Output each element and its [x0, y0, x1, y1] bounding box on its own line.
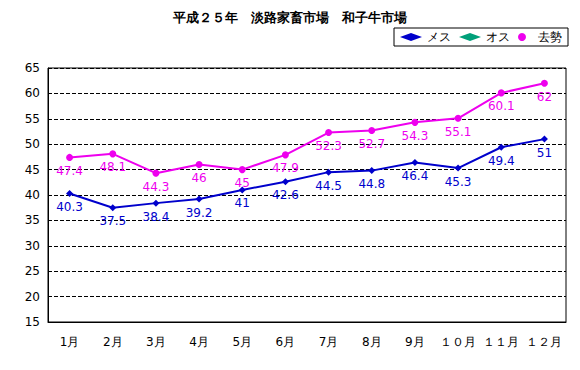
svg-text:メス: メス — [427, 30, 451, 44]
svg-text:41: 41 — [235, 196, 250, 210]
svg-text:１０月: １０月 — [440, 335, 476, 349]
svg-text:38.4: 38.4 — [143, 210, 170, 224]
svg-text:45: 45 — [235, 176, 250, 190]
svg-text:47.4: 47.4 — [56, 164, 83, 178]
svg-text:52.3: 52.3 — [315, 139, 342, 153]
svg-text:55.1: 55.1 — [445, 125, 472, 139]
svg-text:46: 46 — [191, 171, 206, 185]
svg-text:6月: 6月 — [276, 335, 296, 349]
svg-text:52.7: 52.7 — [358, 137, 385, 151]
svg-text:25: 25 — [25, 264, 40, 278]
svg-text:44.8: 44.8 — [358, 177, 385, 191]
svg-text:7月: 7月 — [319, 335, 339, 349]
svg-text:50: 50 — [25, 137, 40, 151]
svg-text:4月: 4月 — [189, 335, 209, 349]
svg-text:48.1: 48.1 — [99, 160, 126, 174]
svg-text:51: 51 — [537, 146, 552, 160]
svg-text:35: 35 — [25, 213, 40, 227]
svg-text:１１月: １１月 — [483, 335, 519, 349]
svg-text:１２月: １２月 — [526, 335, 562, 349]
svg-text:65: 65 — [25, 61, 40, 75]
svg-text:2月: 2月 — [103, 335, 123, 349]
svg-text:40: 40 — [25, 188, 40, 202]
svg-text:44.3: 44.3 — [143, 180, 170, 194]
svg-text:平成２５年 淡路家畜市場 和子牛市場: 平成２５年 淡路家畜市場 和子牛市場 — [172, 10, 407, 25]
svg-text:20: 20 — [25, 290, 40, 304]
svg-text:45.3: 45.3 — [445, 175, 472, 189]
svg-text:44.5: 44.5 — [315, 179, 342, 193]
svg-text:46.4: 46.4 — [402, 169, 429, 183]
svg-text:15: 15 — [25, 315, 40, 329]
svg-text:去勢: 去勢 — [538, 30, 562, 44]
svg-text:オス: オス — [486, 30, 510, 44]
svg-text:8月: 8月 — [362, 335, 382, 349]
svg-text:49.4: 49.4 — [488, 154, 515, 168]
svg-text:55: 55 — [25, 112, 40, 126]
svg-text:9月: 9月 — [405, 335, 425, 349]
svg-text:40.3: 40.3 — [56, 200, 83, 214]
svg-text:47.9: 47.9 — [272, 161, 299, 175]
svg-text:62: 62 — [537, 90, 552, 104]
svg-text:30: 30 — [25, 239, 40, 253]
svg-text:60: 60 — [25, 86, 40, 100]
svg-text:54.3: 54.3 — [402, 129, 429, 143]
svg-text:5月: 5月 — [232, 335, 252, 349]
svg-text:39.2: 39.2 — [186, 206, 213, 220]
svg-text:1月: 1月 — [60, 335, 80, 349]
svg-text:37.5: 37.5 — [99, 214, 126, 228]
svg-text:42.6: 42.6 — [272, 188, 299, 202]
svg-text:60.1: 60.1 — [488, 99, 515, 113]
svg-text:3月: 3月 — [146, 335, 166, 349]
svg-text:45: 45 — [25, 163, 40, 177]
